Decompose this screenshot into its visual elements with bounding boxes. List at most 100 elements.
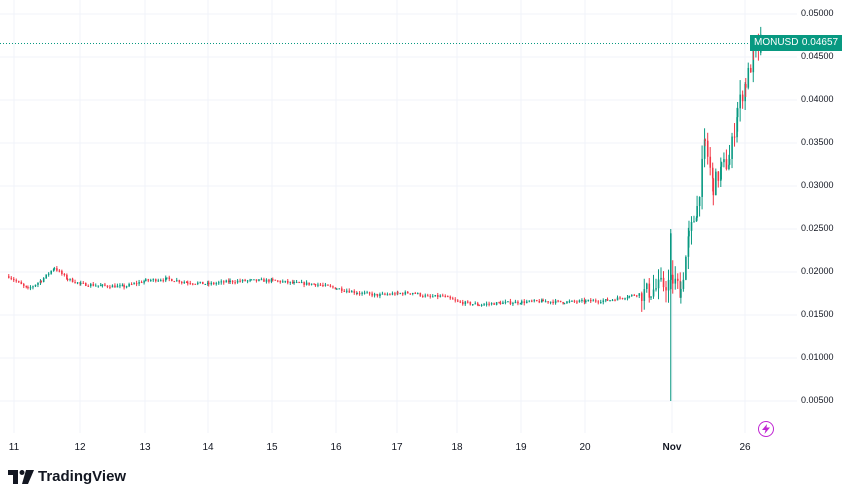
candle <box>255 279 258 283</box>
candle <box>277 280 279 283</box>
x-tick-label: 11 <box>8 442 20 453</box>
candle <box>74 279 76 284</box>
candle <box>483 302 485 306</box>
candle <box>419 292 422 297</box>
candle <box>502 300 504 305</box>
candle <box>186 280 188 283</box>
candle <box>53 266 56 271</box>
candle <box>371 291 373 298</box>
candle <box>557 299 559 303</box>
candle <box>454 297 457 303</box>
candle <box>114 283 116 288</box>
candle <box>192 283 194 286</box>
candle <box>363 290 366 295</box>
tradingview-watermark[interactable]: TradingView <box>8 468 126 485</box>
x-tick-label: 26 <box>739 442 751 453</box>
candle <box>334 287 337 290</box>
candle <box>633 293 636 296</box>
candle <box>63 273 66 277</box>
candle <box>587 299 590 302</box>
candle <box>504 299 507 305</box>
candle <box>424 293 427 298</box>
candle <box>135 280 138 287</box>
candle <box>66 278 69 282</box>
y-tick-label: 0.03500 <box>801 137 834 147</box>
candle <box>157 278 160 282</box>
candle <box>414 291 417 295</box>
candle <box>704 138 707 147</box>
candle <box>698 196 701 217</box>
candle <box>220 279 223 285</box>
candle <box>703 128 706 168</box>
candle <box>213 281 215 286</box>
candle <box>648 278 651 303</box>
y-tick-label: 0.05000 <box>801 8 834 18</box>
candle <box>507 301 509 303</box>
x-tick-label: 16 <box>330 442 342 453</box>
candle <box>665 281 667 303</box>
candle <box>125 285 128 289</box>
candle <box>130 282 133 286</box>
candle <box>636 294 638 298</box>
candle <box>650 296 652 300</box>
candle <box>133 282 135 285</box>
candle <box>638 293 641 299</box>
candle <box>542 298 544 302</box>
candle <box>346 288 348 294</box>
x-tick-label: 14 <box>202 442 214 453</box>
candle <box>609 299 611 302</box>
candle <box>394 291 396 296</box>
candle <box>462 299 464 306</box>
candle <box>223 280 225 285</box>
candle <box>381 291 384 295</box>
grid-lines <box>0 0 797 433</box>
candle <box>34 284 37 288</box>
candle <box>58 269 61 273</box>
candle <box>459 300 462 304</box>
candle <box>597 300 600 305</box>
candle <box>160 278 162 282</box>
candle <box>187 280 189 286</box>
candle <box>741 90 744 109</box>
x-tick-label: 12 <box>74 442 86 453</box>
candle <box>667 269 670 303</box>
candle <box>578 299 581 303</box>
candle <box>464 300 467 306</box>
lightning-icon[interactable] <box>758 421 774 437</box>
candle <box>444 294 447 298</box>
candle <box>391 291 394 296</box>
candle <box>611 299 614 302</box>
candle <box>268 278 270 284</box>
candle <box>327 284 329 286</box>
candle <box>439 294 442 298</box>
candle <box>562 301 564 305</box>
candle <box>168 275 171 282</box>
candle <box>677 273 679 289</box>
candle <box>736 101 739 132</box>
candle <box>733 123 736 147</box>
candle <box>386 292 389 296</box>
candle <box>147 278 150 283</box>
candle <box>66 273 68 280</box>
candle <box>20 280 23 285</box>
candle <box>287 278 289 285</box>
candle <box>166 277 168 280</box>
candle <box>336 287 338 290</box>
candle <box>628 295 631 299</box>
candle <box>183 280 186 284</box>
candle <box>258 278 260 282</box>
candle <box>495 301 498 306</box>
candle <box>100 282 102 287</box>
candle <box>47 272 50 277</box>
candle <box>619 296 621 300</box>
candle <box>218 280 220 285</box>
candle <box>250 279 253 281</box>
candle <box>541 298 543 303</box>
candle <box>488 301 490 307</box>
candle <box>37 282 39 288</box>
candle <box>171 278 173 282</box>
candle <box>272 277 274 282</box>
candle <box>412 292 414 296</box>
candle <box>228 278 230 284</box>
